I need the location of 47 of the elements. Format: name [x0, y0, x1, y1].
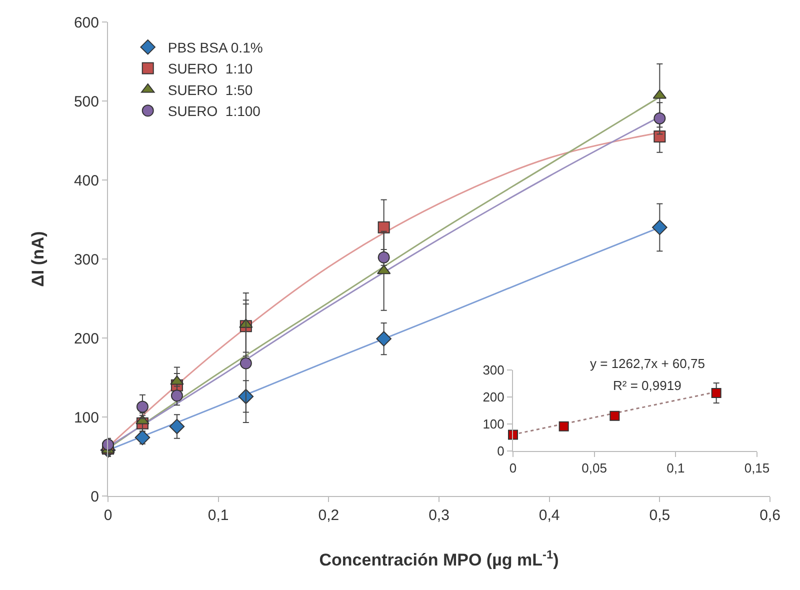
annotation: R² = 0,9919 [613, 378, 682, 393]
x-tick-label: 0,5 [649, 507, 670, 524]
legend-label: SUERO 1:50 [168, 82, 253, 98]
point [102, 438, 114, 451]
y-tick-label: 100 [482, 416, 504, 432]
point [240, 357, 252, 370]
x-tick-label: 0 [509, 460, 517, 476]
point [558, 421, 569, 432]
x-tick-label: 0 [104, 507, 112, 524]
x-tick-label: 0,1 [666, 460, 685, 476]
legend-label: SUERO 1:100 [168, 103, 261, 120]
point [711, 388, 722, 398]
point [508, 430, 518, 440]
point [376, 331, 392, 346]
x-tick-label: 0,6 [760, 507, 780, 524]
y-tick-label: 100 [74, 409, 99, 426]
x-tick-label: 0,15 [744, 460, 770, 476]
point [170, 375, 184, 385]
x-tick-label: 0,05 [582, 460, 607, 476]
y-tick-label: 200 [482, 390, 504, 405]
legend-label: SUERO 1:10 [168, 60, 253, 77]
x-axis-title: Concentración MPO (µg mL$^{-1}$) [319, 547, 559, 570]
y-axis-title: ΔI (nA) [28, 231, 48, 287]
x-tick-label: 0,1 [208, 507, 229, 524]
y-tick-label: 300 [482, 362, 504, 378]
x-tick-label: 0,4 [538, 507, 560, 524]
y-tick-label: 300 [74, 251, 99, 268]
y-tick-label: 400 [74, 172, 99, 190]
point [654, 112, 666, 124]
point [378, 251, 390, 264]
x-tick-label: 0,3 [428, 507, 450, 524]
y-tick-label: 500 [74, 93, 99, 110]
point [170, 390, 183, 402]
point [652, 220, 668, 236]
point [654, 130, 666, 143]
y-tick-label: 600 [74, 14, 99, 32]
y-tick-label: 0 [497, 444, 504, 459]
point [610, 410, 620, 421]
point [136, 400, 148, 413]
y-tick-label: 200 [74, 330, 99, 348]
y-tick-label: 0 [90, 488, 99, 506]
annotation: y = 1262,7x + 60,75 [590, 356, 705, 371]
point [134, 430, 150, 446]
legend-label: PBS BSA 0.1% [168, 40, 263, 56]
point [378, 221, 390, 234]
x-tick-label: 0,2 [318, 507, 340, 524]
point [169, 418, 185, 434]
